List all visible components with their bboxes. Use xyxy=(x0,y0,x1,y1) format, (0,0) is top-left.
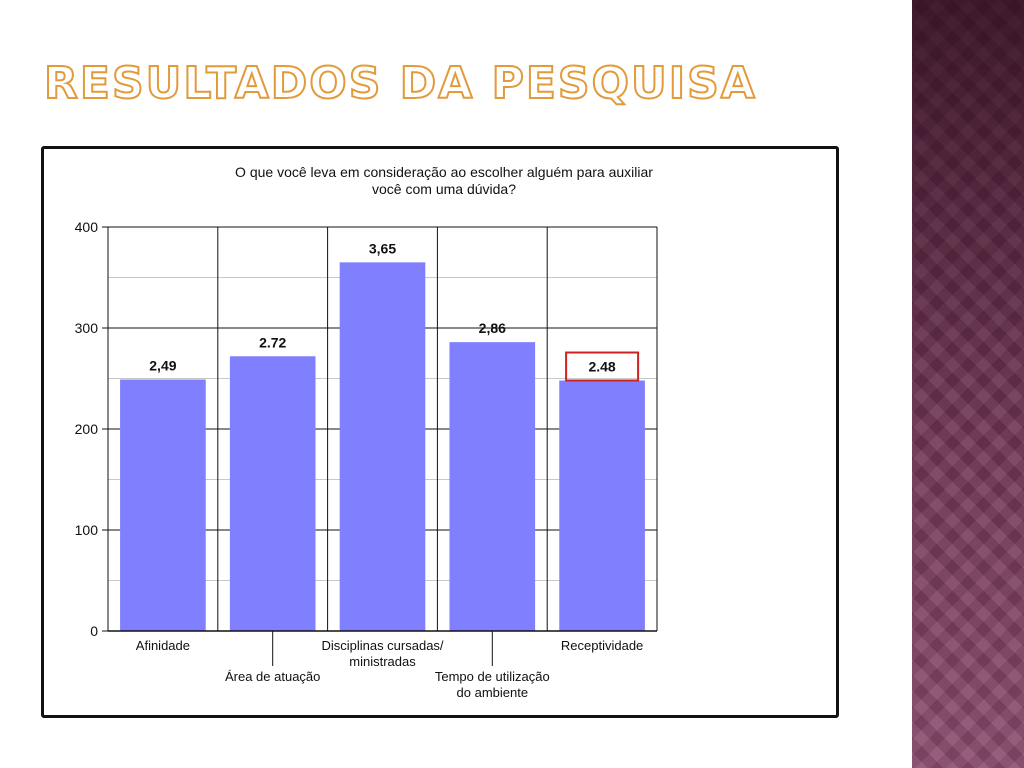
decorative-side-band xyxy=(912,0,1024,768)
x-tick-label: ministradas xyxy=(349,654,416,669)
bar xyxy=(339,262,426,631)
y-tick-label: 0 xyxy=(90,623,98,639)
y-tick-label: 200 xyxy=(75,421,99,437)
x-tick-label: Receptividade xyxy=(561,638,643,653)
y-tick-label: 100 xyxy=(75,522,99,538)
data-label: 2.48 xyxy=(588,359,615,375)
y-tick-label: 400 xyxy=(75,219,99,235)
bar-chart: O que você leva em consideração ao escol… xyxy=(75,164,658,700)
x-tick-label: Afinidade xyxy=(136,638,190,653)
data-label: 3,65 xyxy=(369,240,396,256)
slide-title: RESULTADOS DA PESQUISA xyxy=(43,58,757,109)
x-tick-label: do ambiente xyxy=(457,685,529,700)
bar xyxy=(229,356,316,631)
bar xyxy=(120,379,206,631)
data-label: 2.72 xyxy=(259,334,286,350)
bar xyxy=(559,380,645,631)
chart-frame: O que você leva em consideração ao escol… xyxy=(41,146,839,718)
data-label: 2,49 xyxy=(149,358,176,374)
highlight-box xyxy=(565,351,640,382)
chart-title-line: O que você leva em consideração ao escol… xyxy=(235,164,653,180)
y-tick-label: 300 xyxy=(75,320,99,336)
x-tick-label: Área de atuação xyxy=(225,669,320,684)
chart-title-line: você com uma dúvida? xyxy=(372,181,516,197)
data-label: 2,86 xyxy=(479,320,506,336)
x-tick-label: Tempo de utilização xyxy=(435,669,550,684)
bar xyxy=(449,342,536,631)
x-tick-label: Disciplinas cursadas/ xyxy=(321,638,443,653)
